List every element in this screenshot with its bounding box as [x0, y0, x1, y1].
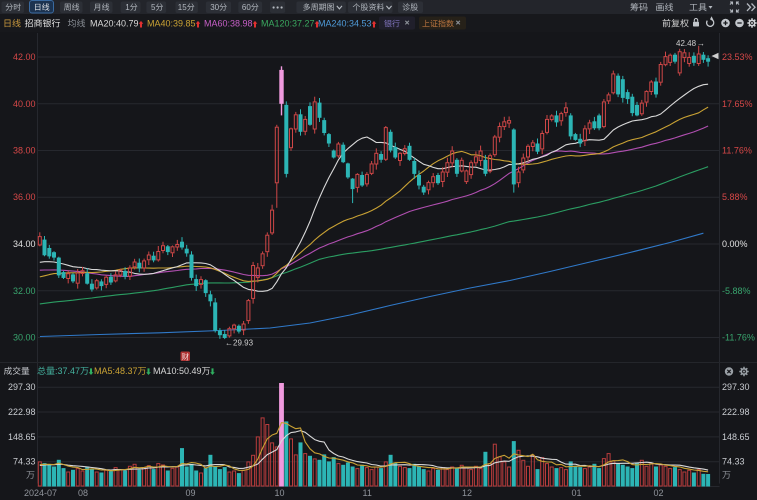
svg-text:30: 30	[210, 3, 219, 12]
svg-text:15: 15	[178, 3, 187, 12]
svg-text:5.88%: 5.88%	[722, 192, 748, 202]
svg-text:1: 1	[125, 3, 130, 12]
svg-text:30.00: 30.00	[13, 333, 36, 343]
svg-text:42.48: 42.48	[676, 39, 697, 48]
svg-text:→: →	[697, 39, 705, 48]
svg-text:74.33: 74.33	[13, 457, 36, 467]
svg-text:MA10:50.49: MA10:50.49	[153, 366, 202, 376]
svg-text:10: 10	[275, 488, 285, 498]
svg-text:01: 01	[572, 488, 582, 498]
svg-text:40.00: 40.00	[13, 99, 36, 109]
svg-text:32.00: 32.00	[13, 286, 36, 296]
svg-text:MA40:39.85: MA40:39.85	[147, 19, 196, 29]
svg-text:60: 60	[242, 3, 251, 12]
svg-text:11.76%: 11.76%	[722, 146, 752, 156]
svg-text:297.30: 297.30	[8, 382, 36, 392]
svg-text:02: 02	[654, 488, 664, 498]
svg-text:297.30: 297.30	[722, 382, 750, 392]
svg-text:MA5:48.37: MA5:48.37	[94, 366, 138, 376]
svg-text:MA20:40.79: MA20:40.79	[90, 19, 139, 29]
svg-text:5: 5	[151, 3, 156, 12]
svg-text:74.33: 74.33	[722, 457, 745, 467]
svg-text:222.98: 222.98	[722, 407, 750, 417]
svg-text:11: 11	[363, 488, 372, 498]
svg-text:MA240:34.53: MA240:34.53	[318, 19, 372, 29]
svg-text:09: 09	[186, 488, 196, 498]
svg-text:148.65: 148.65	[8, 432, 36, 442]
svg-text::37.47: :37.47	[55, 366, 80, 376]
svg-text:←29.93: ←29.93	[225, 339, 254, 348]
svg-text:-11.76%: -11.76%	[722, 333, 755, 343]
svg-text:MA120:37.27: MA120:37.27	[261, 19, 315, 29]
svg-text:17.65%: 17.65%	[722, 99, 753, 109]
svg-text:34.00: 34.00	[13, 239, 36, 249]
svg-text:2024-07: 2024-07	[24, 488, 57, 498]
svg-text:12: 12	[462, 488, 472, 498]
svg-text:222.98: 222.98	[8, 407, 36, 417]
svg-text:148.65: 148.65	[722, 432, 750, 442]
svg-text:MA60:38.98: MA60:38.98	[204, 19, 253, 29]
svg-text:-5.88%: -5.88%	[722, 286, 751, 296]
svg-text:08: 08	[78, 488, 88, 498]
svg-text:42.00: 42.00	[13, 52, 36, 62]
svg-text:36.00: 36.00	[13, 192, 36, 202]
svg-text:38.00: 38.00	[13, 146, 36, 156]
svg-text:0.00%: 0.00%	[722, 239, 748, 249]
svg-text:23.53%: 23.53%	[722, 52, 753, 62]
